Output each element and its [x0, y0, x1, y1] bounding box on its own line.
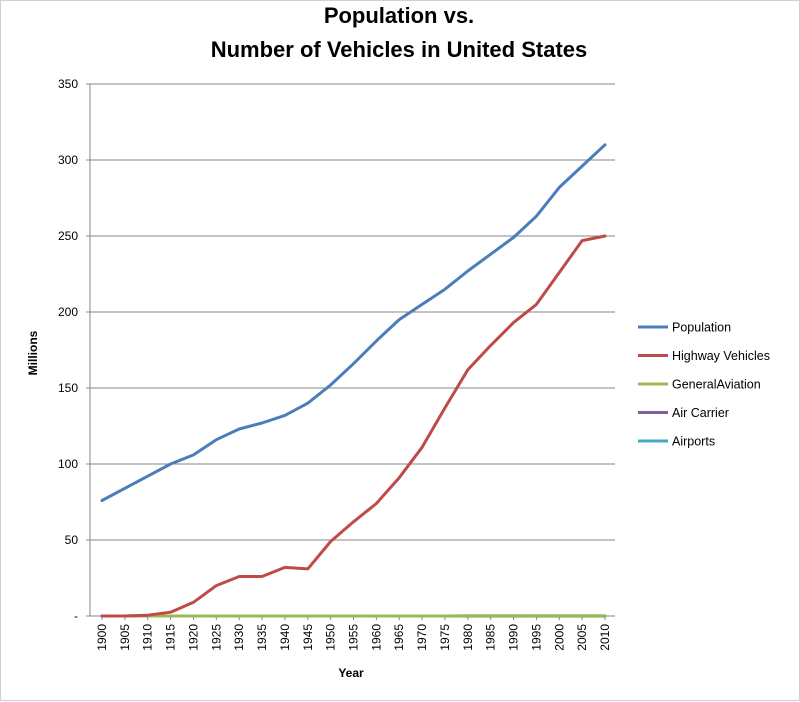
x-tick-label: 1985 — [484, 624, 498, 651]
series-line-population — [102, 145, 605, 501]
x-tick-label: 1925 — [209, 624, 223, 651]
legend-label: Population — [672, 321, 731, 335]
x-tick-label: 1900 — [95, 624, 109, 651]
chart-title-line-1: Population vs. — [324, 3, 474, 28]
series-lines — [102, 145, 605, 616]
y-tick-label: 150 — [58, 381, 78, 395]
x-tick-label: 1935 — [255, 624, 269, 651]
x-tick-label: 1970 — [415, 624, 429, 651]
legend-label: Airports — [672, 435, 715, 449]
x-tick-label: 1995 — [529, 624, 543, 651]
x-tick-label: 1930 — [232, 624, 246, 651]
y-axis-title: Millions — [26, 330, 40, 375]
chart-title: Population vs. Number of Vehicles in Uni… — [211, 3, 588, 62]
y-tick-label: 250 — [58, 229, 78, 243]
x-tick-label: 2010 — [598, 624, 612, 651]
x-tick-label: 1910 — [141, 624, 155, 651]
x-tick-label: 1920 — [186, 624, 200, 651]
x-tick-label: 1905 — [118, 624, 132, 651]
x-tick-label: 1945 — [301, 624, 315, 651]
x-tick-label: 1940 — [278, 624, 292, 651]
x-tick-label: 1950 — [324, 624, 338, 651]
y-tick-label: 300 — [58, 153, 78, 167]
x-tick-label: 2005 — [575, 624, 589, 651]
y-tick-labels: - 50 100 150 200 250 300 350 — [58, 77, 78, 623]
x-tick-label: 1965 — [392, 624, 406, 651]
gridlines — [90, 84, 615, 540]
legend-label: Air Carrier — [672, 406, 729, 420]
x-tick-labels: 1900 1905 1910 1915 1920 1925 1930 1935 1940 1945… — [95, 624, 612, 651]
x-tick-label: 1975 — [438, 624, 452, 651]
x-tick-label: 2000 — [552, 624, 566, 651]
x-tick-label: 1980 — [461, 624, 475, 651]
legend: Population Highway Vehicles GeneralAviatio… — [638, 321, 770, 449]
series-line-highway-vehicles — [102, 236, 605, 616]
y-tick-label: - — [74, 609, 78, 623]
legend-label: Highway Vehicles — [672, 349, 770, 363]
legend-label: GeneralAviation — [672, 378, 761, 392]
x-tick-label: 1990 — [507, 624, 521, 651]
y-tick-label: 100 — [58, 457, 78, 471]
y-tick-label: 200 — [58, 305, 78, 319]
y-tick-label: 350 — [58, 77, 78, 91]
chart-title-line-2: Number of Vehicles in United States — [211, 37, 588, 62]
x-tick-label: 1960 — [369, 624, 383, 651]
y-tick-label: 50 — [65, 533, 79, 547]
x-axis-title: Year — [338, 666, 364, 680]
x-tick-label: 1915 — [164, 624, 178, 651]
x-tick-label: 1955 — [347, 624, 361, 651]
